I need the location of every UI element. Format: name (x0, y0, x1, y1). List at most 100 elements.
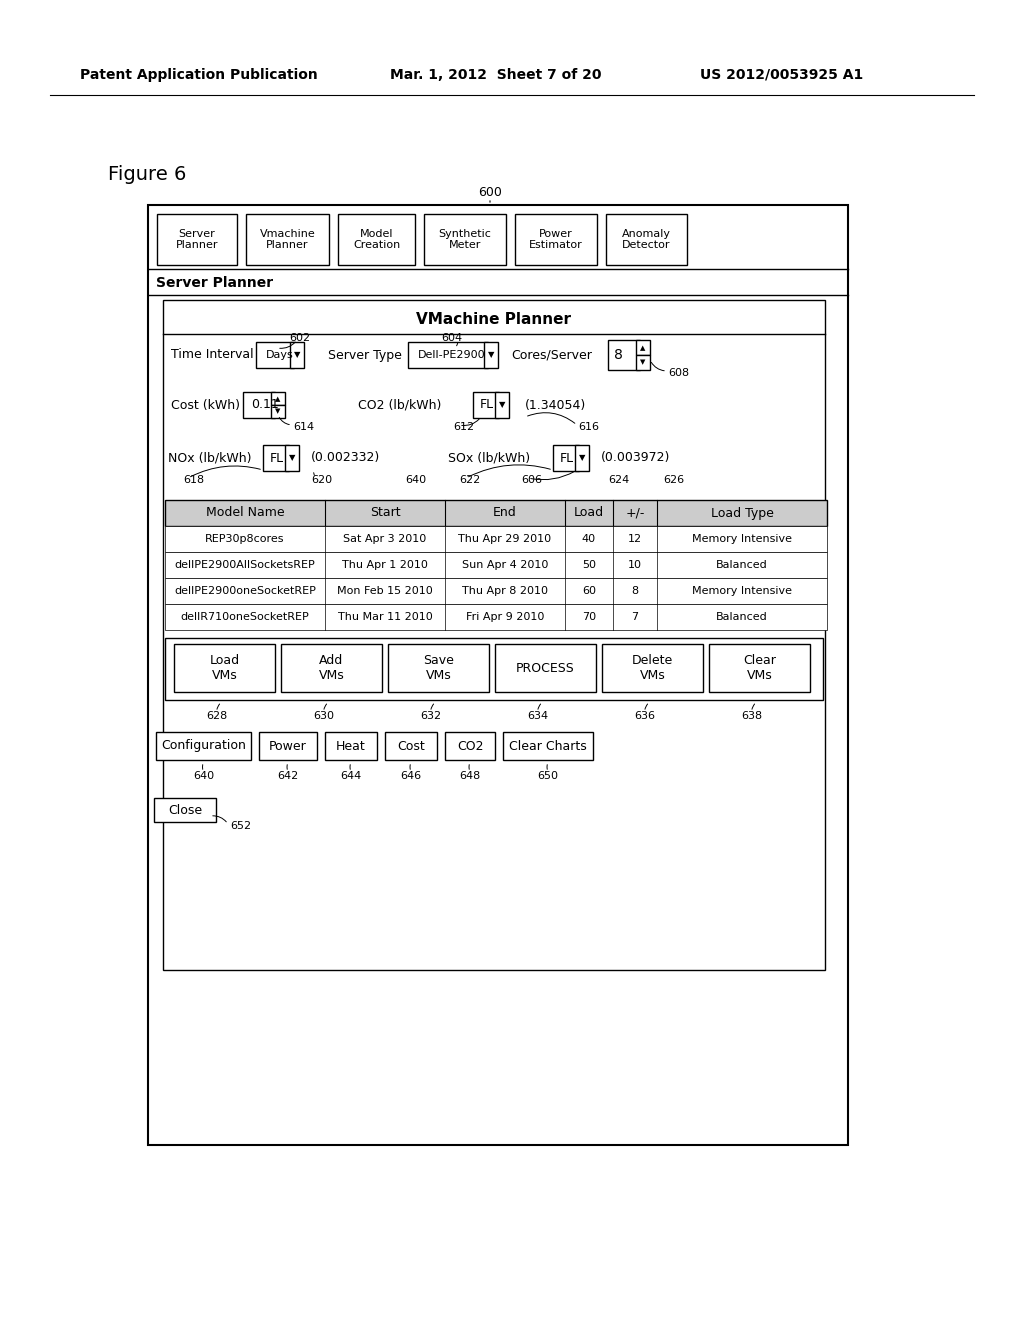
Text: Balanced: Balanced (716, 612, 768, 622)
Bar (503, 733, 593, 760)
Bar (445, 733, 495, 760)
Bar (606, 214, 687, 265)
Text: 604: 604 (441, 333, 463, 343)
Text: Clear
VMs: Clear VMs (743, 653, 776, 682)
Bar (165, 500, 827, 525)
Text: 640: 640 (406, 475, 426, 484)
Text: Load: Load (573, 507, 604, 520)
Text: 642: 642 (278, 771, 299, 781)
Bar (484, 342, 498, 368)
Text: 8: 8 (632, 586, 639, 597)
Text: 628: 628 (206, 711, 227, 721)
Text: FL: FL (270, 451, 284, 465)
Text: Thu Apr 29 2010: Thu Apr 29 2010 (459, 535, 552, 544)
Text: Model Name: Model Name (206, 507, 285, 520)
Bar (473, 392, 499, 418)
Text: Heat: Heat (336, 739, 366, 752)
Text: 10: 10 (628, 560, 642, 570)
Text: Fri Apr 9 2010: Fri Apr 9 2010 (466, 612, 544, 622)
Bar (256, 342, 294, 368)
Text: SOx (lb/kWh): SOx (lb/kWh) (449, 451, 530, 465)
Bar (148, 205, 848, 1144)
Text: 608: 608 (668, 368, 689, 378)
Text: 640: 640 (193, 771, 214, 781)
Bar (495, 392, 509, 418)
Bar (325, 733, 377, 760)
Text: REP30p8cores: REP30p8cores (205, 535, 285, 544)
Text: Start: Start (370, 507, 400, 520)
Bar (408, 342, 488, 368)
Text: 50: 50 (582, 560, 596, 570)
Text: (1.34054): (1.34054) (525, 399, 587, 412)
Text: Balanced: Balanced (716, 560, 768, 570)
Bar (388, 644, 489, 692)
Text: Mar. 1, 2012  Sheet 7 of 20: Mar. 1, 2012 Sheet 7 of 20 (390, 69, 601, 82)
Text: 620: 620 (311, 475, 332, 484)
Text: 602: 602 (290, 333, 310, 343)
Text: dellR710oneSocketREP: dellR710oneSocketREP (180, 612, 309, 622)
Text: 614: 614 (293, 422, 314, 432)
Text: VMachine Planner: VMachine Planner (417, 313, 571, 327)
Text: 624: 624 (608, 475, 630, 484)
Text: 7: 7 (632, 612, 639, 622)
Bar (338, 214, 415, 265)
Bar (281, 644, 382, 692)
Bar (156, 733, 251, 760)
Text: ▲: ▲ (640, 345, 646, 351)
Text: Days: Days (266, 350, 294, 360)
Bar (385, 733, 437, 760)
Text: ▼: ▼ (487, 351, 495, 359)
Bar (157, 214, 237, 265)
Text: (0.003972): (0.003972) (601, 451, 671, 465)
Text: 8: 8 (613, 348, 623, 362)
Text: 652: 652 (230, 821, 251, 832)
Text: 12: 12 (628, 535, 642, 544)
Bar (636, 341, 650, 355)
Text: dellPE2900oneSocketREP: dellPE2900oneSocketREP (174, 586, 316, 597)
Text: Thu Mar 11 2010: Thu Mar 11 2010 (338, 612, 432, 622)
Text: ▼: ▼ (640, 359, 646, 366)
Text: CO2: CO2 (457, 739, 483, 752)
Text: +/-: +/- (626, 507, 645, 520)
Text: dellPE2900AllSocketsREP: dellPE2900AllSocketsREP (175, 560, 315, 570)
Text: CO2 (lb/kWh): CO2 (lb/kWh) (358, 399, 441, 412)
Text: 612: 612 (453, 422, 474, 432)
Bar (271, 405, 285, 418)
Text: Cost (kWh): Cost (kWh) (171, 399, 240, 412)
Text: Server
Planner: Server Planner (176, 228, 218, 251)
Text: 632: 632 (420, 711, 441, 721)
Text: Configuration: Configuration (161, 739, 246, 752)
Text: ▼: ▼ (275, 408, 281, 414)
Bar (553, 445, 579, 471)
Bar (709, 644, 810, 692)
Bar (495, 644, 596, 692)
Text: Server Planner: Server Planner (156, 276, 273, 290)
Text: Patent Application Publication: Patent Application Publication (80, 69, 317, 82)
Text: PROCESS: PROCESS (516, 661, 574, 675)
Text: Clear Charts: Clear Charts (509, 739, 587, 752)
Text: Time Interval: Time Interval (171, 348, 254, 362)
Text: 638: 638 (741, 711, 762, 721)
Text: ▼: ▼ (294, 351, 300, 359)
Text: 636: 636 (634, 711, 655, 721)
Text: 646: 646 (400, 771, 422, 781)
Bar (515, 214, 597, 265)
Text: 60: 60 (582, 586, 596, 597)
Text: Thu Apr 1 2010: Thu Apr 1 2010 (342, 560, 428, 570)
Bar (154, 799, 216, 822)
Bar (602, 644, 703, 692)
Text: ▼: ▼ (289, 454, 295, 462)
Text: Save
VMs: Save VMs (423, 653, 454, 682)
Text: ▼: ▼ (579, 454, 586, 462)
Text: Load Type: Load Type (711, 507, 773, 520)
Text: Synthetic
Meter: Synthetic Meter (438, 228, 492, 251)
Text: Cost: Cost (397, 739, 425, 752)
Text: Power: Power (269, 739, 307, 752)
Text: Sat Apr 3 2010: Sat Apr 3 2010 (343, 535, 427, 544)
Bar (174, 644, 275, 692)
Bar (608, 341, 640, 370)
Text: 40: 40 (582, 535, 596, 544)
Text: Figure 6: Figure 6 (108, 165, 186, 185)
Text: 606: 606 (521, 475, 542, 484)
Bar (424, 214, 506, 265)
